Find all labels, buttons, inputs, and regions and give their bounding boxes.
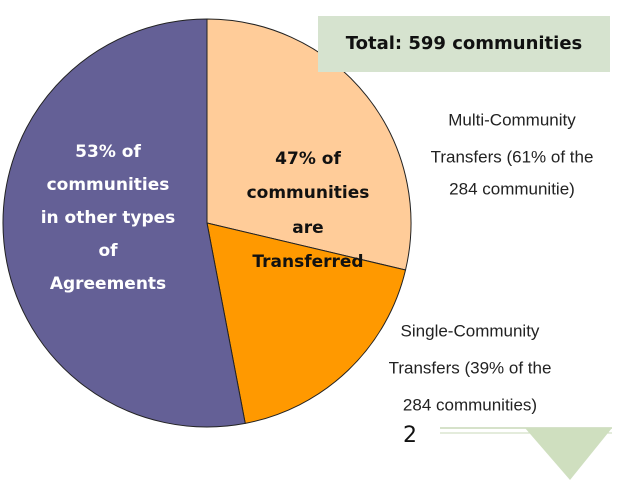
decor-triangle bbox=[525, 428, 612, 480]
annotation: are bbox=[292, 218, 323, 238]
annotation: 47% of bbox=[275, 149, 341, 169]
slice-label: 284 communities) bbox=[403, 395, 537, 414]
slice-label: 284 communitie) bbox=[449, 179, 575, 198]
pie-slice bbox=[206, 18, 412, 271]
pie-slice bbox=[206, 222, 407, 424]
slice-label: of bbox=[98, 241, 118, 261]
chart-title: Total: 599 communities bbox=[346, 33, 583, 54]
slice-label: Transfers (61% of the bbox=[431, 147, 594, 166]
page-number: 2 bbox=[403, 423, 417, 448]
slice-label: Agreements bbox=[50, 274, 166, 294]
slice-label: in other types bbox=[41, 208, 176, 228]
slice-label: communities bbox=[47, 175, 170, 195]
title-box bbox=[318, 16, 610, 72]
pie bbox=[2, 18, 412, 428]
slice-label: Transfers (39% of the bbox=[389, 358, 552, 377]
slice-label: Multi-Community bbox=[448, 110, 576, 129]
annotation: communities bbox=[247, 183, 370, 203]
pie-slice bbox=[2, 18, 246, 428]
slice-label: Single-Community bbox=[401, 321, 540, 340]
annotation: Transferred bbox=[252, 252, 363, 272]
slice-label: 53% of bbox=[75, 142, 141, 162]
